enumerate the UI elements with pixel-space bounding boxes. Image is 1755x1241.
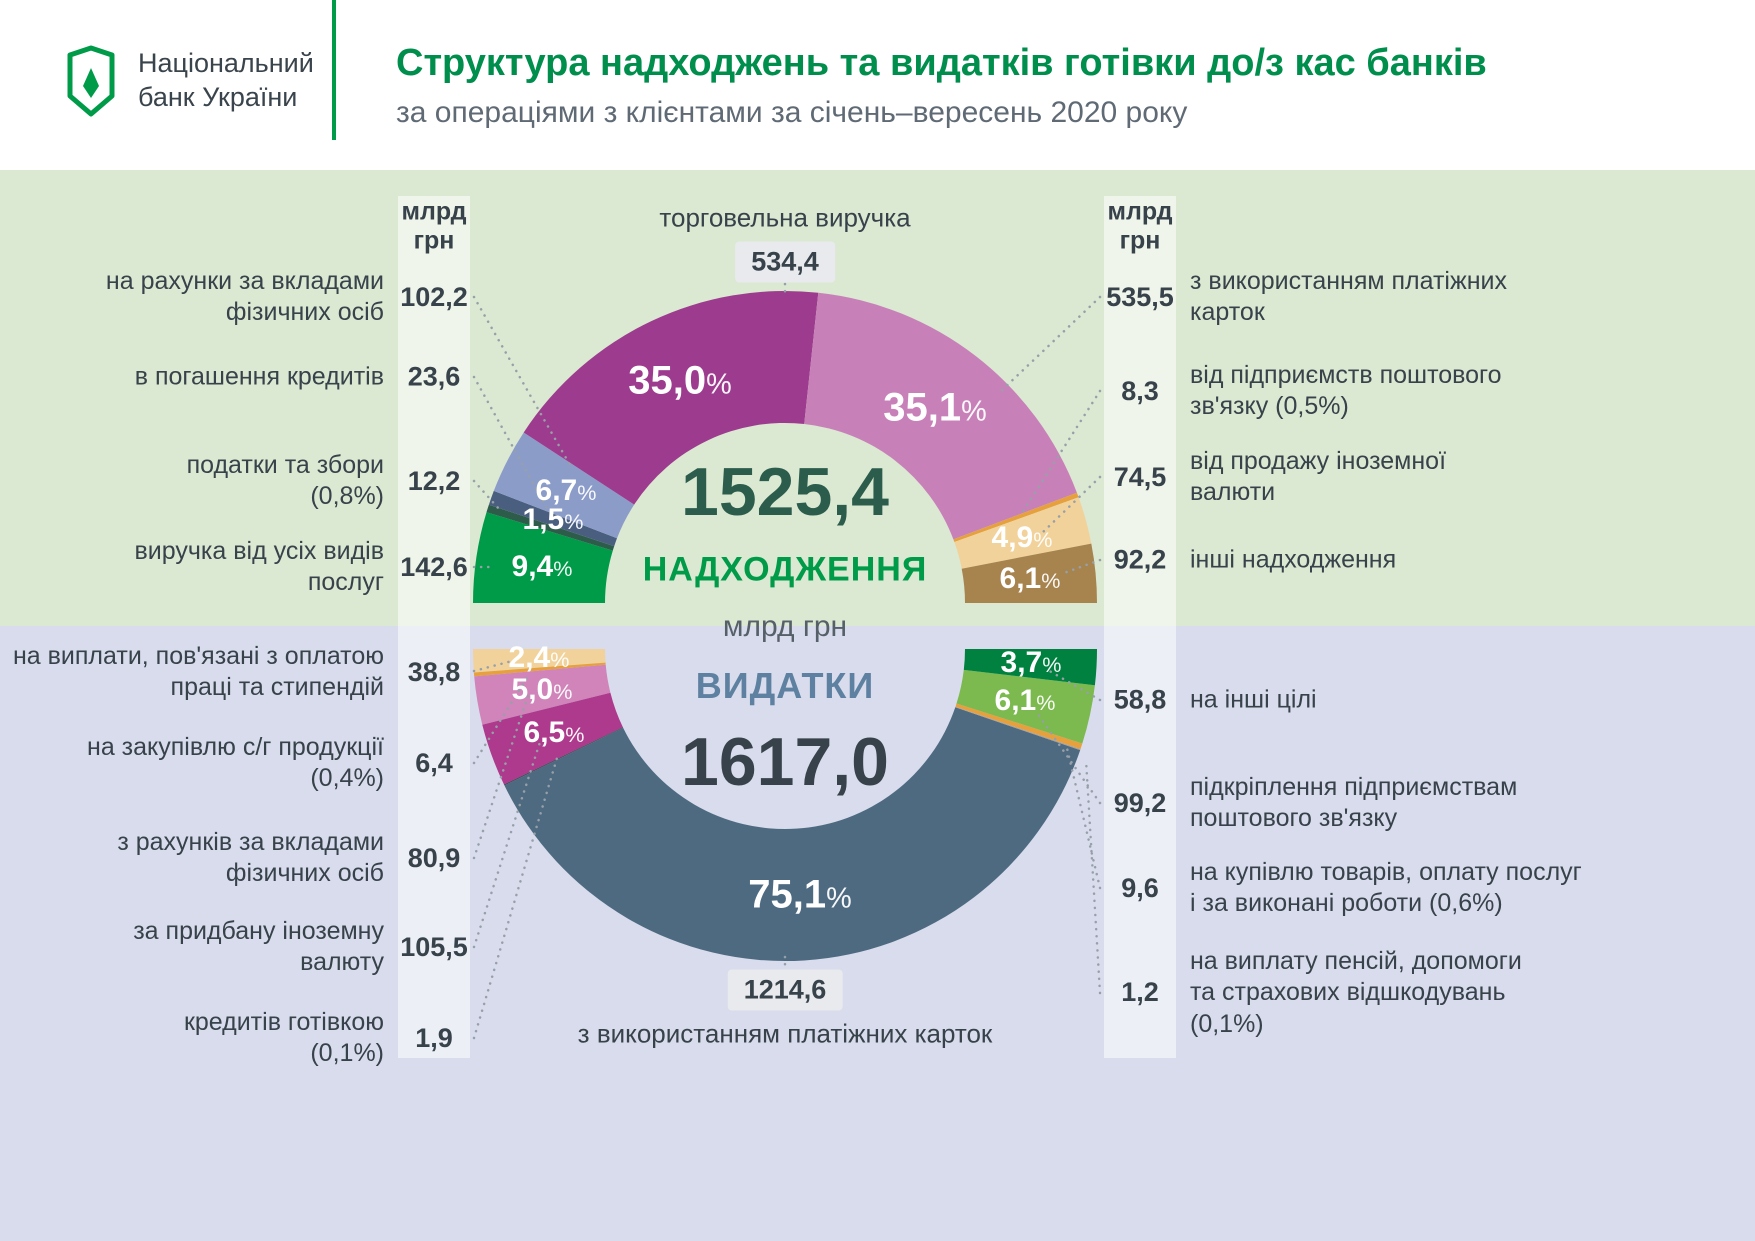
label-row-postal-support: 99,2 підкріплення підприємствам поштовог… <box>1104 772 1518 835</box>
row-value: 58,8 <box>1113 684 1167 715</box>
row-label: кредитів готівкою (0,1%) <box>183 1007 384 1067</box>
label-row-services-revenue: виручка від усіх видів послуг 142,6 <box>135 536 471 599</box>
row-value: 1,9 <box>415 1022 453 1053</box>
row-value: 105,5 <box>400 931 468 962</box>
label-row-goods-services: 9,6 на купівлю товарів, оплату послуг і … <box>1104 857 1582 920</box>
row-label: на виплати, пов'язані з оплатою праці та… <box>12 641 384 701</box>
label-row-fx-purchase: за придбану іноземну валюту 105,5 <box>133 916 470 979</box>
row-label: за придбану іноземну валюту <box>133 916 384 976</box>
row-value: 23,6 <box>407 361 461 392</box>
row-label: податки та збори (0,8%) <box>186 450 384 510</box>
left-values-column <box>398 196 470 1058</box>
row-value: 38,8 <box>407 656 461 687</box>
label-row-pensions: 1,2 на виплату пенсій, допомоги та страх… <box>1104 946 1522 1040</box>
row-label: на рахунки за вкладами фізичних осіб <box>105 266 384 326</box>
expenditures-title: ВИДАТКИ <box>695 665 875 706</box>
receipts-total: 1525,4 <box>681 454 889 530</box>
label-row-taxes: податки та збори (0,8%) 12,2 <box>187 450 470 513</box>
row-label: від підприємств поштового зв'язку (0,5%) <box>1190 360 1502 420</box>
row-value: 142,6 <box>400 551 468 582</box>
label-row-loan-repayment: в погашення кредитів 23,6 <box>135 361 470 392</box>
row-label: підкріплення підприємствам поштового зв'… <box>1190 772 1518 832</box>
label-row-cash-loans: кредитів готівкою (0,1%) 1,9 <box>184 1007 470 1070</box>
label-row-salaries: на виплати, пов'язані з оплатою праці та… <box>13 641 470 704</box>
label-row-other-purposes: 58,8 на інші цілі <box>1104 684 1317 715</box>
row-label: інші надходження <box>1190 545 1397 574</box>
bottom-callout-label: з використанням платіжних карток <box>577 1018 993 1049</box>
label-row-deposits-out: з рахунків за вкладами фізичних осіб 80,… <box>117 827 470 890</box>
label-row-deposits-in: на рахунки за вкладами фізичних осіб 102… <box>106 266 470 329</box>
top-callout-value: 534,4 <box>735 241 835 283</box>
row-value: 535,5 <box>1106 281 1174 312</box>
row-value: 74,5 <box>1113 461 1167 492</box>
row-label: виручка від усіх видів послуг <box>134 536 385 596</box>
row-value: 9,6 <box>1121 872 1159 903</box>
label-row-card-receipts: 535,5 з використанням платіжних карток <box>1104 266 1507 329</box>
left-column-header: млрд грн <box>401 197 467 254</box>
nbu-logo: Національний банк України <box>62 44 314 118</box>
label-row-agri-purchase: на закупівлю с/г продукції (0,4%) 6,4 <box>87 732 470 795</box>
row-value: 8,3 <box>1121 375 1159 406</box>
right-column-header: млрд грн <box>1107 197 1173 254</box>
header-divider <box>332 0 336 140</box>
row-label: з використанням платіжних карток <box>1190 266 1507 326</box>
row-value: 102,2 <box>400 281 468 312</box>
row-value: 12,2 <box>407 465 461 496</box>
row-value: 1,2 <box>1121 977 1159 1008</box>
row-value: 6,4 <box>415 747 453 778</box>
row-label: на закупівлю с/г продукції (0,4%) <box>87 732 384 792</box>
logo-line-1: Національний <box>138 48 314 79</box>
label-row-fx-sale: 74,5 від продажу іноземної валюти <box>1104 446 1446 509</box>
row-label: на купівлю товарів, оплату послуг і за в… <box>1190 857 1582 917</box>
expenditures-total: 1617,0 <box>681 724 889 800</box>
header: Національний банк України Структура надх… <box>0 0 1755 170</box>
receipts-title: НАДХОДЖЕННЯ <box>642 550 928 589</box>
right-values-column <box>1104 196 1176 1058</box>
row-label: від продажу іноземної валюти <box>1190 446 1447 506</box>
row-value: 99,2 <box>1113 787 1167 818</box>
label-row-postal-receipts: 8,3 від підприємств поштового зв'язку (0… <box>1104 360 1502 423</box>
label-row-other-receipts: 92,2 інші надходження <box>1104 544 1396 575</box>
row-label: на виплату пенсій, допомоги та страхових… <box>1190 947 1522 1038</box>
nbu-logo-icon <box>67 45 115 117</box>
center-unit: млрд грн <box>722 610 848 643</box>
row-label: в погашення кредитів <box>134 362 384 391</box>
row-value: 80,9 <box>407 842 461 873</box>
logo-line-2: банк України <box>138 82 298 112</box>
row-label: на інші цілі <box>1190 685 1317 714</box>
page-subtitle: за операціями з клієнтами за січень–вере… <box>396 96 1188 129</box>
bottom-callout-value: 1214,6 <box>727 969 843 1011</box>
nbu-logo-text: Національний банк України <box>138 47 314 115</box>
page-title: Структура надходжень та видатків готівки… <box>396 42 1487 84</box>
row-label: з рахунків за вкладами фізичних осіб <box>117 827 384 887</box>
row-value: 92,2 <box>1113 544 1167 575</box>
top-callout-label: торговельна виручка <box>659 202 911 233</box>
